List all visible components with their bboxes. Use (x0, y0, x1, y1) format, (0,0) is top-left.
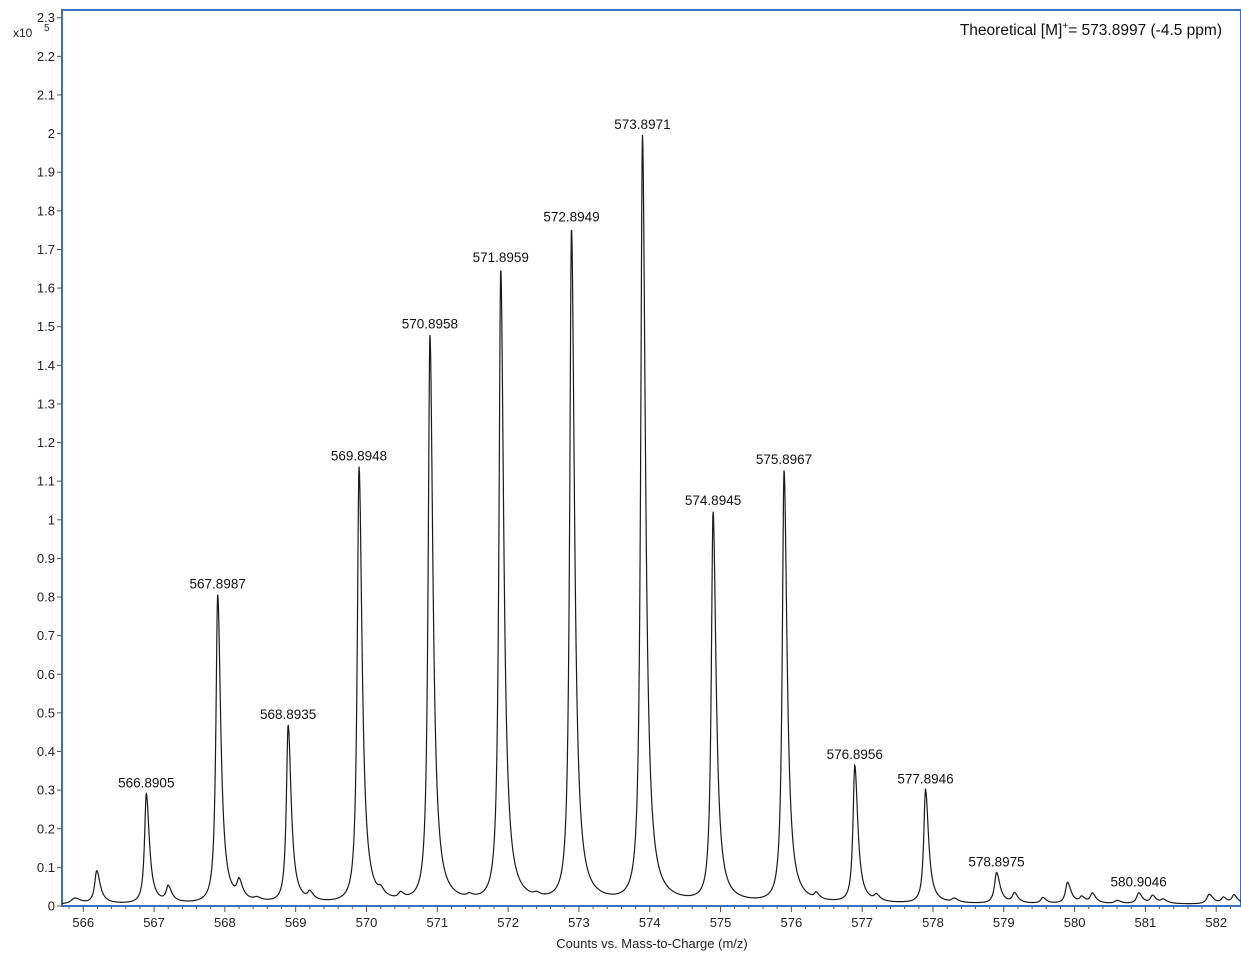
y-tick-label: 1.5 (37, 319, 55, 334)
peak-labels: 566.8905 567.8987 568.8935 569.8948 570.8958… (118, 117, 1167, 890)
x-tick-label: 574 (639, 915, 661, 930)
y-scale-exponent: 5 (44, 23, 50, 34)
peak-label: 580.9046 (1110, 875, 1166, 890)
x-tick-label: 580 (1064, 915, 1086, 930)
x-tick-label: 576 (780, 915, 802, 930)
y-tick-label: 0.2 (37, 821, 55, 836)
y-tick-label: 0.6 (37, 667, 55, 682)
y-tick-label: 1.9 (37, 165, 55, 180)
y-tick-label: 1.4 (37, 358, 55, 373)
y-tick-label: 0.4 (37, 744, 55, 759)
x-tick-label: 579 (993, 915, 1015, 930)
y-tick-label: 0 (48, 899, 55, 914)
peak-label: 567.8987 (190, 576, 246, 591)
x-tick-label: 572 (497, 915, 519, 930)
x-tick-label: 570 (356, 915, 378, 930)
annotation-suffix: = 573.8997 (-4.5 ppm) (1068, 22, 1222, 39)
y-tick-label: 1.6 (37, 281, 55, 296)
y-tick-label: 1.1 (37, 474, 55, 489)
x-tick-label: 573 (568, 915, 590, 930)
peak-label: 568.8935 (260, 707, 316, 722)
y-tick-label: 0.3 (37, 783, 55, 798)
x-tick-label: 568 (214, 915, 236, 930)
annotation-prefix: Theoretical [M] (960, 22, 1063, 39)
peak-label: 571.8959 (473, 250, 529, 265)
x-tick-label: 575 (710, 915, 732, 930)
x-tick-label: 569 (285, 915, 307, 930)
peak-label: 573.8971 (614, 117, 670, 132)
x-axis: 566 567 568 569 570 571 572 573 574 575 576 577 578 5… (68, 906, 1231, 930)
y-tick-label: 1.2 (37, 435, 55, 450)
annotation-superscript: + (1062, 21, 1068, 32)
y-tick-label: 0.1 (37, 860, 55, 875)
y-tick-label: 0.8 (37, 590, 55, 605)
y-tick-label: 0.7 (37, 628, 55, 643)
peak-label: 574.8945 (685, 493, 741, 508)
y-tick-label: 0.5 (37, 705, 55, 720)
x-tick-label: 567 (143, 915, 165, 930)
y-tick-label: 2 (48, 126, 55, 141)
x-tick-label: 578 (922, 915, 944, 930)
y-tick-label: 1 (48, 512, 55, 527)
peak-label: 576.8956 (827, 747, 883, 762)
x-tick-label: 582 (1205, 915, 1227, 930)
x-tick-label: 571 (426, 915, 448, 930)
x-tick-label: 577 (851, 915, 873, 930)
x-tick-label: 566 (72, 915, 94, 930)
peak-label: 570.8958 (402, 316, 458, 331)
y-axis: 0 0.1 0.2 0.3 0.4 0.5 0.6 0.7 0.8 0.9 1 1.1 1.2 1.3 1.… (37, 10, 62, 914)
y-tick-label: 1.7 (37, 242, 55, 257)
plot-frame (61, 9, 1241, 907)
y-tick-label: 2.3 (37, 10, 55, 25)
spectrum-line (61, 134, 1241, 905)
x-tick-label: 581 (1135, 915, 1157, 930)
y-tick-label: 2.2 (37, 49, 55, 64)
peak-label: 577.8946 (897, 771, 953, 786)
peak-label: 569.8948 (331, 448, 387, 463)
theoretical-mass-annotation: Theoretical [M]+= 573.8997 (-4.5 ppm) (960, 21, 1222, 39)
y-tick-label: 1.8 (37, 203, 55, 218)
y-tick-label: 2.1 (37, 87, 55, 102)
y-tick-label: 1.3 (37, 396, 55, 411)
x-axis-title: Counts vs. Mass-to-Charge (m/z) (556, 936, 747, 951)
y-scale-base: x10 (13, 26, 33, 40)
peak-label: 578.8975 (968, 854, 1024, 869)
peak-label: 575.8967 (756, 452, 812, 467)
peak-label: 572.8949 (543, 209, 599, 224)
peak-label: 566.8905 (118, 775, 174, 790)
y-tick-label: 0.9 (37, 551, 55, 566)
